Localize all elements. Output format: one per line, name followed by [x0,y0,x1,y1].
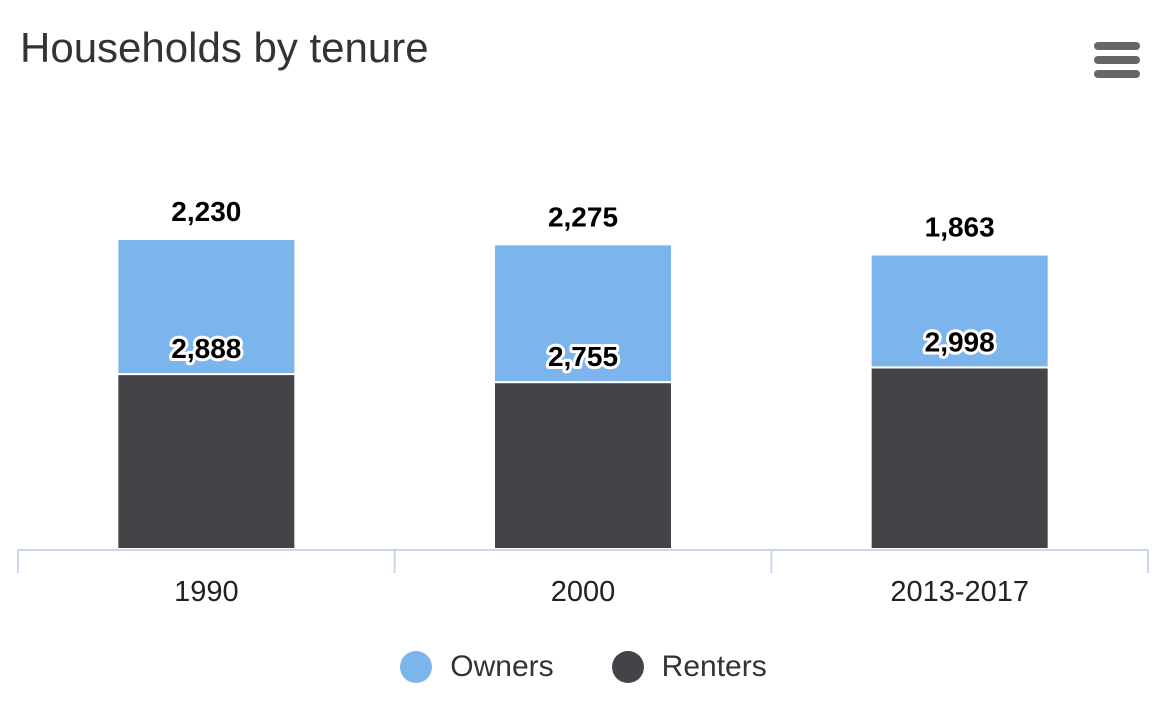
data-label-renters-2000: 2,755 [548,341,618,372]
data-label-owners-2000: 2,275 [548,201,618,232]
data-label-renters-1990: 2,888 [171,333,241,364]
legend-swatch-owners [400,651,433,683]
legend: Owners Renters [0,650,1167,684]
legend-item-renters[interactable]: Renters [611,650,767,684]
bar-chart: 1990 2000 2013-2017 2,888 2,230 2,755 2,275 2,… [17,195,1149,608]
legend-label-owners: Owners [450,650,554,683]
bar-owners-2013-2017[interactable] [869,253,1050,369]
x-tick-label-1990: 1990 [174,576,239,608]
chart-title: Households by tenure [20,24,429,71]
data-label-owners-2013-2017: 1,863 [925,212,995,243]
legend-label-renters: Renters [661,650,767,683]
legend-item-owners[interactable]: Owners [400,650,554,684]
bar-renters-2013-2017[interactable] [869,366,1050,550]
bar-owners-1990[interactable] [116,237,297,376]
legend-swatch-renters [611,651,644,683]
bar-renters-1990[interactable] [116,373,297,550]
x-tick-label-2000: 2000 [551,576,616,608]
x-tick-label-2013-2017: 2013-2017 [890,576,1029,608]
bar-owners-2000[interactable] [493,243,673,384]
bar-renters-2000[interactable] [493,381,673,550]
data-label-renters-2013-2017: 2,998 [925,326,995,357]
hamburger-menu-icon[interactable] [1094,42,1142,78]
data-label-owners-1990: 2,230 [171,196,241,227]
